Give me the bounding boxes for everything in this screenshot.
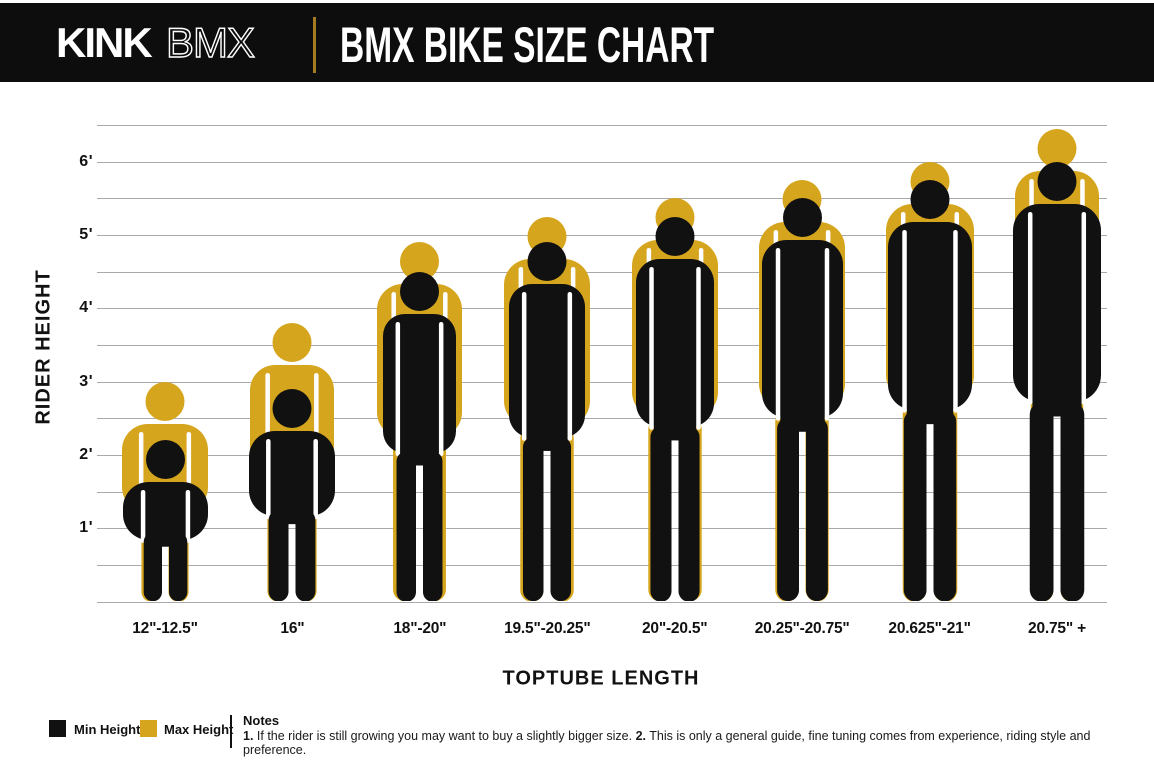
gridline	[97, 198, 1107, 200]
gridline	[97, 271, 1107, 273]
gridline	[97, 528, 1107, 530]
gridline	[97, 491, 1107, 493]
y-axis-label: RIDER HEIGHT	[32, 269, 55, 425]
page-title: BMX BIKE SIZE CHART	[340, 17, 715, 73]
footer-divider-line	[230, 715, 232, 748]
x-tick-label: 16"	[280, 620, 305, 637]
figure-min-height-4	[635, 216, 714, 602]
header-divider-line	[313, 17, 316, 73]
x-tick-label: 20.25"-20.75"	[754, 620, 850, 637]
gridline	[97, 454, 1107, 456]
y-tick-label: 5'	[79, 226, 93, 243]
gridline	[97, 344, 1107, 346]
y-tick-label: 6'	[79, 152, 93, 170]
figure-min-height-7	[1013, 161, 1101, 602]
x-tick-label: 20.75" +	[1028, 620, 1086, 637]
x-tick-label: 12"-12.5"	[132, 620, 198, 637]
gridline	[97, 418, 1107, 420]
x-tick-label: 18"-20"	[393, 620, 447, 637]
legend-label-max-height: Max Height	[164, 722, 234, 737]
figure-min-height-0	[122, 440, 208, 602]
y-tick-label: 3'	[79, 372, 93, 390]
note-1-number: 1.	[243, 729, 254, 743]
gridline	[97, 308, 1107, 310]
notes-heading: Notes	[243, 713, 280, 728]
y-tick-label: 4'	[79, 299, 93, 317]
legend-label-min-height: Min Height	[74, 722, 141, 737]
figure-min-height-3	[509, 242, 586, 602]
figure-min-height-2	[383, 271, 457, 602]
notes-body: 1. If the rider is still growing you may…	[243, 729, 1143, 757]
header-bar: KINK BMX BMX BIKE SIZE CHART	[0, 3, 1154, 82]
legend-swatch-max-height	[140, 720, 157, 737]
note-2-text: This is only a general guide, fine tunin…	[243, 729, 1091, 757]
x-tick-label: 19.5"-20.25"	[504, 620, 591, 637]
gridline	[97, 125, 1107, 127]
x-axis-label: TOPTUBE LENGTH	[502, 667, 700, 690]
kink-bmx-logo: KINK BMX	[56, 19, 257, 67]
figure-min-height-5	[761, 198, 843, 602]
note-2-number: 2.	[635, 729, 646, 743]
gridline	[97, 564, 1107, 566]
gridline	[97, 381, 1107, 383]
note-1-text: If the rider is still growing you may wa…	[253, 729, 636, 743]
figure-min-height-1	[249, 388, 336, 602]
logo-bmx-outline-text: BMX	[166, 19, 255, 66]
logo-kink-text: KINK	[56, 19, 152, 66]
gridline	[97, 235, 1107, 236]
gridline	[97, 601, 1107, 603]
y-tick-label: 2'	[79, 445, 93, 463]
x-tick-label: 20"-20.5"	[641, 620, 708, 637]
figure-min-height-6	[887, 180, 972, 602]
legend-swatch-min-height	[49, 720, 66, 737]
y-tick-label: 1'	[79, 519, 93, 537]
x-tick-label: 20.625"-21"	[888, 620, 971, 637]
gridline	[97, 161, 1107, 163]
